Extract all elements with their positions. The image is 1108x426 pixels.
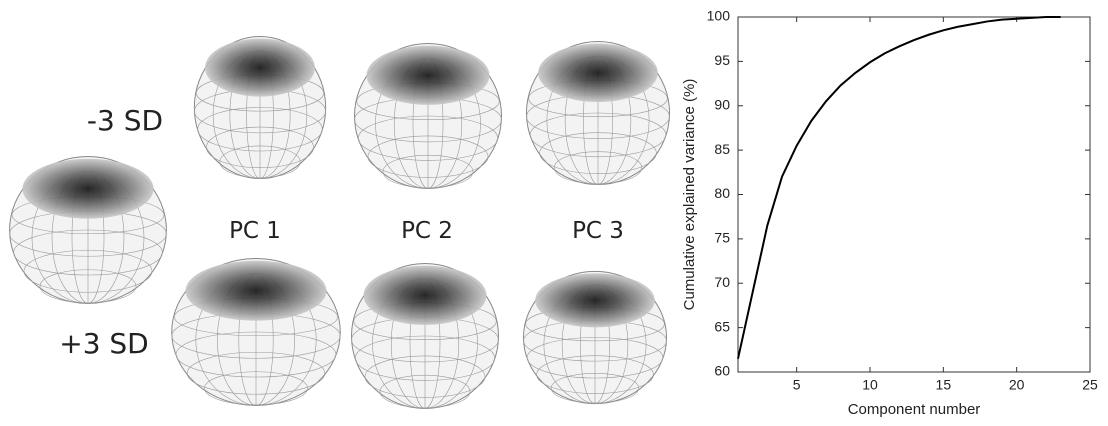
row-label: -3 SD — [87, 104, 163, 137]
shape-pc2-plus — [352, 263, 499, 408]
x-tick-label: 10 — [862, 377, 878, 393]
y-tick-label: 80 — [714, 185, 730, 201]
y-tick-label: 100 — [707, 8, 731, 24]
shape-pc1-minus — [194, 36, 325, 178]
shape-pc1-plus — [172, 259, 341, 406]
column-label: PC 2 — [401, 218, 453, 244]
row-label: +3 SD — [59, 327, 149, 360]
column-label: PC 1 — [229, 218, 281, 244]
y-tick-label: 75 — [714, 230, 730, 246]
y-tick-label: 70 — [714, 274, 730, 290]
shape-pc3-minus — [526, 41, 669, 184]
y-tick-label: 60 — [714, 363, 730, 379]
shape-pc3-plus — [523, 271, 666, 403]
y-tick-label: 65 — [714, 318, 730, 334]
y-tick-label: 85 — [714, 141, 730, 157]
x-tick-label: 20 — [1009, 377, 1025, 393]
chart: 60 65 70 75 80 85 90 95 100 5 10 15 20 25 Component nu… — [681, 8, 1098, 418]
x-tick-label: 25 — [1082, 377, 1098, 393]
x-tick-label: 15 — [936, 377, 952, 393]
x-axis-label: Component number — [848, 401, 981, 418]
data-line — [737, 16, 1061, 359]
shape-pc2-minus — [355, 43, 502, 188]
y-axis-label: Cumulative explained variance (%) — [681, 79, 698, 311]
y-tick-label: 95 — [714, 52, 730, 68]
mean-shape — [10, 157, 167, 304]
plot-frame — [737, 16, 1091, 373]
x-tick-label: 5 — [793, 377, 801, 393]
column-label: PC 3 — [572, 218, 624, 244]
y-tick-label: 90 — [714, 96, 730, 112]
